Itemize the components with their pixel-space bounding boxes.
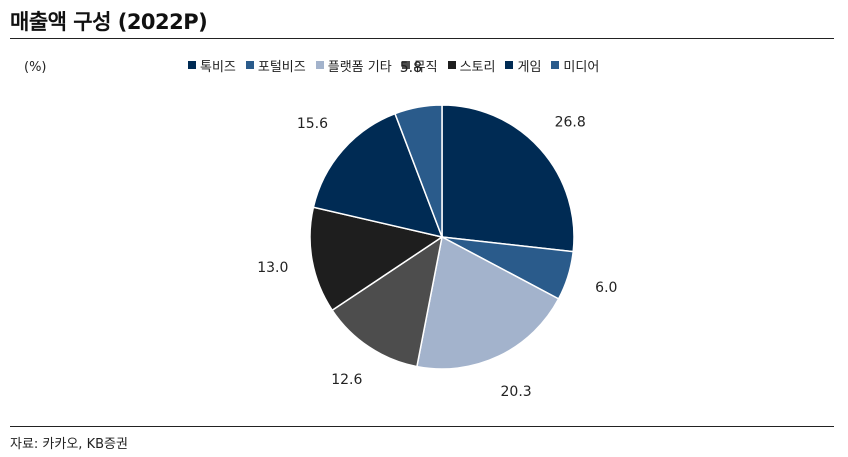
slice-value-label: 6.0 [595, 280, 617, 296]
pie-slice [309, 206, 444, 312]
legend-item: 미디어 [551, 56, 599, 75]
legend-item: 플랫폼 기타 [315, 56, 392, 75]
slice-value-label: 15.6 [297, 116, 328, 132]
legend-item: 게임 [505, 56, 541, 75]
legend-label: 포털비즈 [257, 59, 306, 75]
pie-slice [312, 112, 444, 239]
pie-slice [416, 235, 560, 370]
slice-value-label: 12.6 [331, 372, 362, 388]
legend-swatch [315, 61, 324, 69]
slice-value-label: 26.8 [555, 114, 586, 130]
legend-label: 미디어 [563, 59, 600, 75]
source-note: 자료: 카카오, KB증권 [10, 437, 128, 452]
slice-value-label: 13.0 [257, 260, 288, 276]
legend-item: 뮤직 [401, 56, 438, 75]
unit-label: (%) [24, 60, 47, 75]
legend-swatch [401, 61, 410, 69]
legend-item: 스토리 [447, 56, 496, 75]
legend-item: 포털비즈 [245, 56, 306, 75]
legend-label: 플랫폼 기타 [327, 59, 392, 75]
legend-label: 스토리 [459, 59, 496, 75]
pie-slice [394, 104, 443, 238]
top-rule [10, 38, 834, 39]
legend-swatch [188, 61, 196, 69]
slice-value-label: 20.3 [501, 384, 532, 400]
pie-slice [331, 235, 444, 368]
legend-label: 게임 [517, 59, 542, 75]
legend-swatch [245, 61, 254, 69]
slice-value-label: 5.8 [400, 60, 422, 76]
pie-slice [441, 104, 575, 253]
legend-swatch [505, 61, 514, 69]
legend-swatch [447, 61, 456, 69]
chart-title: 매출액 구성 (2022P) [10, 10, 208, 34]
legend-label: 뮤직 [413, 59, 438, 75]
legend-label: 톡비즈 [200, 59, 236, 75]
legend-item: 톡비즈 [188, 56, 236, 75]
legend-swatch [551, 61, 560, 69]
bottom-rule [10, 426, 834, 427]
legend: 톡비즈 포털비즈 플랫폼 기타 뮤직 스토리 게임 미디어 [188, 56, 609, 75]
